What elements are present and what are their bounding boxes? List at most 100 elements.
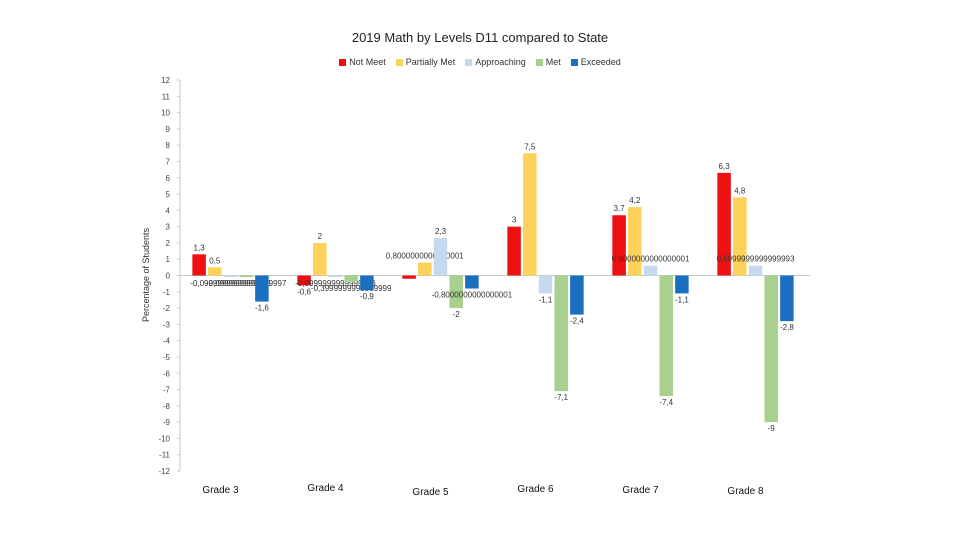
data-label: -0,6 [297, 287, 311, 296]
x-tick-label: Grade 4 [307, 483, 344, 494]
bar [418, 262, 432, 276]
bar [255, 275, 269, 302]
bar [570, 275, 584, 315]
data-label: 3 [512, 216, 517, 225]
legend-label: Not Meet [349, 57, 386, 67]
y-tick-label: 2 [166, 239, 171, 248]
bar [465, 275, 479, 289]
bar [675, 275, 689, 294]
bar [764, 275, 778, 423]
legend-label: Exceeded [580, 57, 621, 67]
data-label: -0,0999999999999996 [295, 279, 376, 288]
bar [733, 197, 747, 276]
legend-item-approaching: Approaching [465, 57, 526, 67]
bar [554, 275, 568, 392]
y-tick-label: 3 [166, 223, 171, 232]
y-tick-label: 12 [161, 76, 170, 85]
bar [297, 275, 311, 286]
bar [659, 275, 673, 397]
bar [717, 172, 731, 276]
legend-item-not-meet: Not Meet [339, 57, 386, 67]
data-label: 0,6000000000000001 [612, 255, 690, 264]
y-tick-label: -8 [163, 402, 171, 411]
bar [328, 275, 343, 278]
data-label: 0,8000000000000001 [386, 251, 464, 260]
y-tick-label: -1 [163, 288, 171, 297]
y-tick-label: -10 [158, 434, 170, 443]
y-tick-label: 9 [166, 125, 171, 134]
bar [612, 215, 626, 276]
bar [344, 275, 358, 283]
data-label: -0,0999999999999996 [190, 279, 271, 288]
legend-swatch [395, 58, 403, 66]
data-label: -7,1 [554, 393, 568, 402]
y-tick-label: -12 [158, 467, 170, 476]
y-tick-label: -6 [163, 369, 171, 378]
legend-swatch [570, 58, 578, 66]
bar [402, 275, 416, 279]
data-label: 7,5 [524, 142, 536, 151]
y-tick-label: -5 [163, 353, 171, 362]
x-tick-label: Grade 3 [202, 485, 239, 496]
data-label: -0,3999999999999999 [311, 284, 392, 293]
chart-title: 2019 Math by Levels D11 compared to Stat… [351, 30, 609, 45]
bar [507, 226, 521, 276]
legend-swatch [339, 58, 347, 66]
data-label: 6,3 [719, 162, 731, 171]
legend-item-met: Met [535, 57, 561, 67]
y-tick-label: -7 [163, 386, 171, 395]
data-label: -7,4 [659, 398, 673, 407]
bar [780, 275, 794, 322]
bar [360, 275, 374, 291]
data-label: -0,8000000000000001 [432, 291, 513, 300]
y-tick-label: -9 [163, 418, 171, 427]
legend-item-exceeded: Exceeded [570, 57, 621, 67]
data-label: -2 [453, 310, 461, 319]
bar [433, 238, 448, 276]
y-tick-label: -11 [159, 451, 171, 460]
data-label: -9 [768, 424, 776, 433]
bar [538, 275, 553, 294]
y-tick-label: 0 [166, 272, 171, 281]
y-tick-label: 7 [166, 157, 171, 166]
bar [223, 275, 238, 278]
bar [643, 265, 658, 276]
data-label: 3,7 [614, 204, 626, 213]
bar [192, 254, 206, 276]
data-label: -1,6 [255, 304, 269, 313]
legend: Not Meet Partially Met Approaching Met E… [0, 57, 960, 67]
y-tick-label: 8 [166, 141, 171, 150]
legend-label: Met [545, 57, 561, 67]
bar [628, 207, 642, 276]
bar [313, 242, 327, 276]
bar [748, 265, 763, 276]
legend-label: Partially Met [405, 57, 456, 67]
data-label: -2,8 [780, 323, 794, 332]
bar [449, 275, 463, 309]
data-label: -2,4 [570, 317, 584, 326]
bar [239, 275, 253, 278]
x-tick-label: Grade 6 [517, 484, 554, 495]
legend-swatch [535, 58, 543, 66]
bar [208, 267, 222, 276]
x-tick-label: Grade 7 [622, 485, 659, 496]
y-tick-label: -4 [163, 337, 171, 346]
y-tick-label: -2 [163, 304, 171, 313]
y-tick-label: -3 [163, 320, 171, 329]
x-tick-label: Grade 5 [412, 487, 449, 498]
legend-item-partially-met: Partially Met [395, 57, 456, 67]
data-label: -0,0999999999999997 [206, 279, 287, 288]
data-label: -1,1 [539, 295, 553, 304]
data-label: -1,1 [675, 295, 689, 304]
y-tick-label: 11 [162, 92, 171, 101]
data-label: 0,5999999999999993 [717, 255, 795, 264]
data-label: 1,3 [194, 243, 206, 252]
y-tick-label: 4 [166, 206, 171, 215]
y-tick-label: 1 [166, 255, 171, 264]
legend-swatch [465, 58, 473, 66]
data-label: 2 [318, 232, 323, 241]
bar [523, 153, 537, 276]
data-label: 4,2 [629, 196, 641, 205]
legend-label: Approaching [475, 57, 526, 67]
